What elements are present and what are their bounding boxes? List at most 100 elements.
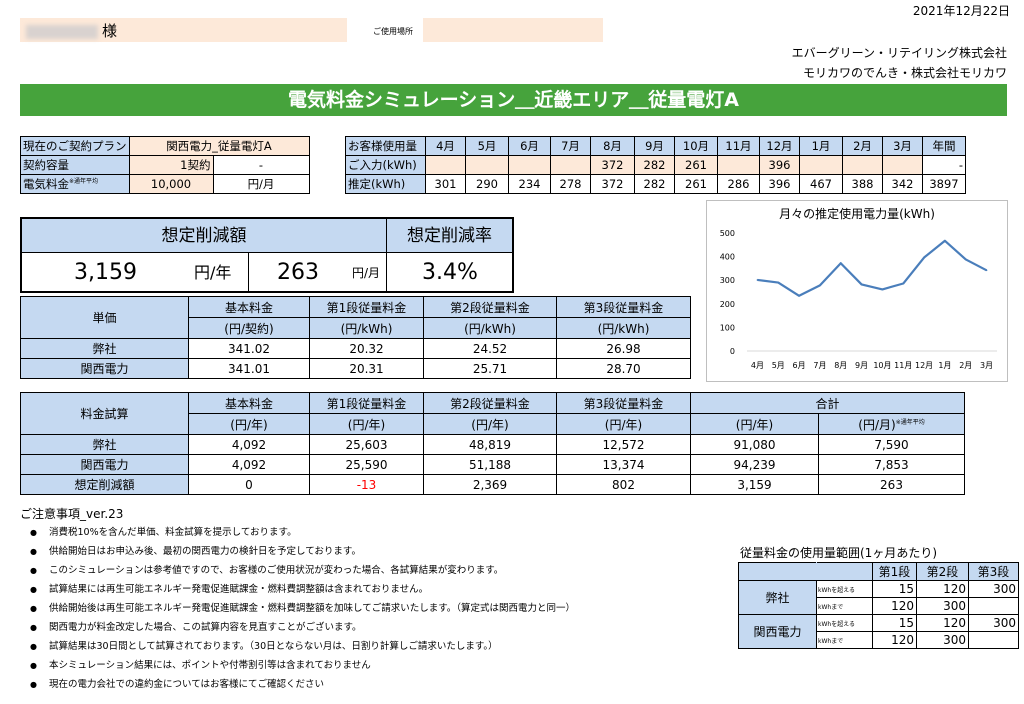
data-point <box>860 283 863 286</box>
savings-monthly-unit: 円/月 <box>352 266 381 280</box>
usage-month-header: 11月 <box>717 136 760 156</box>
calc-cell: 51,188 <box>423 454 557 475</box>
rates-header-unit: (円/kWh) <box>556 317 691 339</box>
range-row-label: 弊社 <box>738 580 817 615</box>
usage-month-header: 1月 <box>799 136 843 156</box>
data-point <box>819 284 821 287</box>
range-over-cell: 15 <box>872 614 917 632</box>
fee-note: ※通年平均 <box>69 178 99 186</box>
usage-input-cell <box>799 155 843 175</box>
usage-month-header: 10月 <box>674 136 718 156</box>
usage-est-annual: 3897 <box>922 174 966 194</box>
calc-header: 第2段従量料金 <box>423 392 557 414</box>
usage-est-cell: 388 <box>842 174 883 194</box>
calc-corner-label: 料金試算 <box>20 392 189 435</box>
range-upto-cell: 120 <box>872 631 917 649</box>
calc-header-unit: (円/年) <box>309 413 424 435</box>
range-upto-cell <box>968 631 1019 649</box>
data-point <box>902 282 905 285</box>
note-item: 試算結果は30日間として試算されております。（30日とならない月は、日割り計算し… <box>30 637 720 656</box>
usage-range-table: 第1段 第2段 第3段 弊社 kWhを超える 15 120 300 kWhまで 120 300… <box>738 562 1019 649</box>
usage-input-cell <box>882 155 923 175</box>
usage-month-header: 8月 <box>590 136 635 156</box>
y-tick-label: 0 <box>730 347 735 356</box>
calc-cell: 4,092 <box>188 454 310 475</box>
note-item: このシミュレーションは参考値ですので、お客様のご使用状況が変わった場合、各試算結… <box>30 561 720 580</box>
data-point <box>756 279 759 281</box>
rates-header-unit: (円/契約) <box>188 317 310 339</box>
calc-header: 基本料金 <box>188 392 310 414</box>
range-tier-header: 第1段 <box>872 562 917 581</box>
usage-est-cell: 372 <box>590 174 635 194</box>
rates-corner-label: 単価 <box>20 296 189 339</box>
x-tick-label: 7月 <box>813 361 826 370</box>
note-item: 関西電力が料金改定した場合、この試算内容を見直すことがございます。 <box>30 618 720 637</box>
x-tick-label: 5月 <box>772 361 785 370</box>
calc-cell: 0 <box>188 474 310 495</box>
usage-month-header: 9月 <box>634 136 675 156</box>
calc-header-unit: (円/年) <box>423 413 557 435</box>
calc-cell: 94,239 <box>690 454 819 475</box>
rates-cell: 341.01 <box>188 358 310 379</box>
rates-header: 第2段従量料金 <box>423 296 557 318</box>
range-over-cell: 120 <box>916 580 969 598</box>
usage-input-label: ご入力(kWh) <box>345 155 426 175</box>
usage-annual-header: 年間 <box>922 136 966 156</box>
usage-est-cell: 342 <box>882 174 923 194</box>
usage-place-label: ご使用場所 <box>373 27 413 36</box>
rates-cell: 341.02 <box>188 338 310 359</box>
calc-total-month-unit: (円/月) <box>858 417 896 432</box>
capacity-extra: - <box>212 155 310 175</box>
calc-row-label: 想定削減額 <box>20 474 189 495</box>
fee-label-cell: 電気料金※通年平均 <box>20 174 130 194</box>
range-upto-cell: 300 <box>916 597 969 615</box>
usage-est-cell: 467 <box>799 174 843 194</box>
divider <box>386 219 387 293</box>
data-point <box>777 281 780 284</box>
data-point <box>923 256 925 259</box>
calc-cell: 7,853 <box>818 454 965 475</box>
calc-cell: 4,092 <box>188 434 310 455</box>
x-tick-label: 2月 <box>959 361 972 370</box>
monthly-usage-chart: 月々の推定使用電力量(kWh) 0 100 200 300 400 500 4月 5月 6月 7月 8… <box>706 200 1008 382</box>
rates-header: 第3段従量料金 <box>556 296 691 318</box>
usage-input-annual: - <box>922 155 966 175</box>
data-point <box>964 258 967 261</box>
usage-month-header: 5月 <box>465 136 509 156</box>
range-upto-label: kWhまで <box>816 597 873 615</box>
rates-cell: 28.70 <box>556 358 691 379</box>
calc-header-unit: (円/年) <box>188 413 310 435</box>
table-row: 関西電力 4,092 25,590 51,188 13,374 94,239 7,853 <box>20 454 965 475</box>
calc-row-label: 弊社 <box>20 434 189 455</box>
usage-input-cell: 282 <box>634 155 675 175</box>
y-tick-label: 100 <box>720 323 735 332</box>
usage-est-cell: 234 <box>508 174 551 194</box>
x-tick-label: 4月 <box>751 361 764 370</box>
usage-est-cell: 301 <box>425 174 466 194</box>
unit-price-table: 単価 基本料金 第1段従量料金 第2段従量料金 第3段従量料金 (円/契約) (… <box>20 296 691 379</box>
y-tick-label: 400 <box>720 253 735 262</box>
x-tick-label: 1月 <box>938 361 951 370</box>
usage-input-cell <box>550 155 591 175</box>
x-tick-label: 8月 <box>834 361 847 370</box>
cost-estimate-table: 料金試算 基本料金 第1段従量料金 第2段従量料金 第3段従量料金 合計 (円/… <box>20 392 965 495</box>
usage-est-cell: 396 <box>759 174 800 194</box>
usage-month-header: 7月 <box>550 136 591 156</box>
note-item: 試算結果には再生可能エネルギー発電促進賦課金・燃料費調整額は含まれておりません。 <box>30 580 720 599</box>
redacted-customer-name <box>26 24 98 39</box>
savings-rate-value: 3.4% <box>422 260 478 285</box>
calc-row-label: 関西電力 <box>20 454 189 475</box>
usage-input-cell <box>717 155 760 175</box>
usage-input-cell <box>842 155 883 175</box>
y-tick-label: 300 <box>720 276 735 285</box>
rates-row-label: 関西電力 <box>20 358 189 379</box>
data-point <box>798 294 800 297</box>
range-upto-cell: 300 <box>916 631 969 649</box>
rates-cell: 26.98 <box>556 338 691 359</box>
fee-unit: 円/月 <box>212 174 310 194</box>
x-tick-label: 6月 <box>793 361 806 370</box>
calc-total-month-note: ※通年平均 <box>895 418 925 426</box>
rates-cell: 20.31 <box>309 358 424 379</box>
calc-total-year-unit: (円/年) <box>690 413 819 435</box>
series-line <box>757 239 988 297</box>
